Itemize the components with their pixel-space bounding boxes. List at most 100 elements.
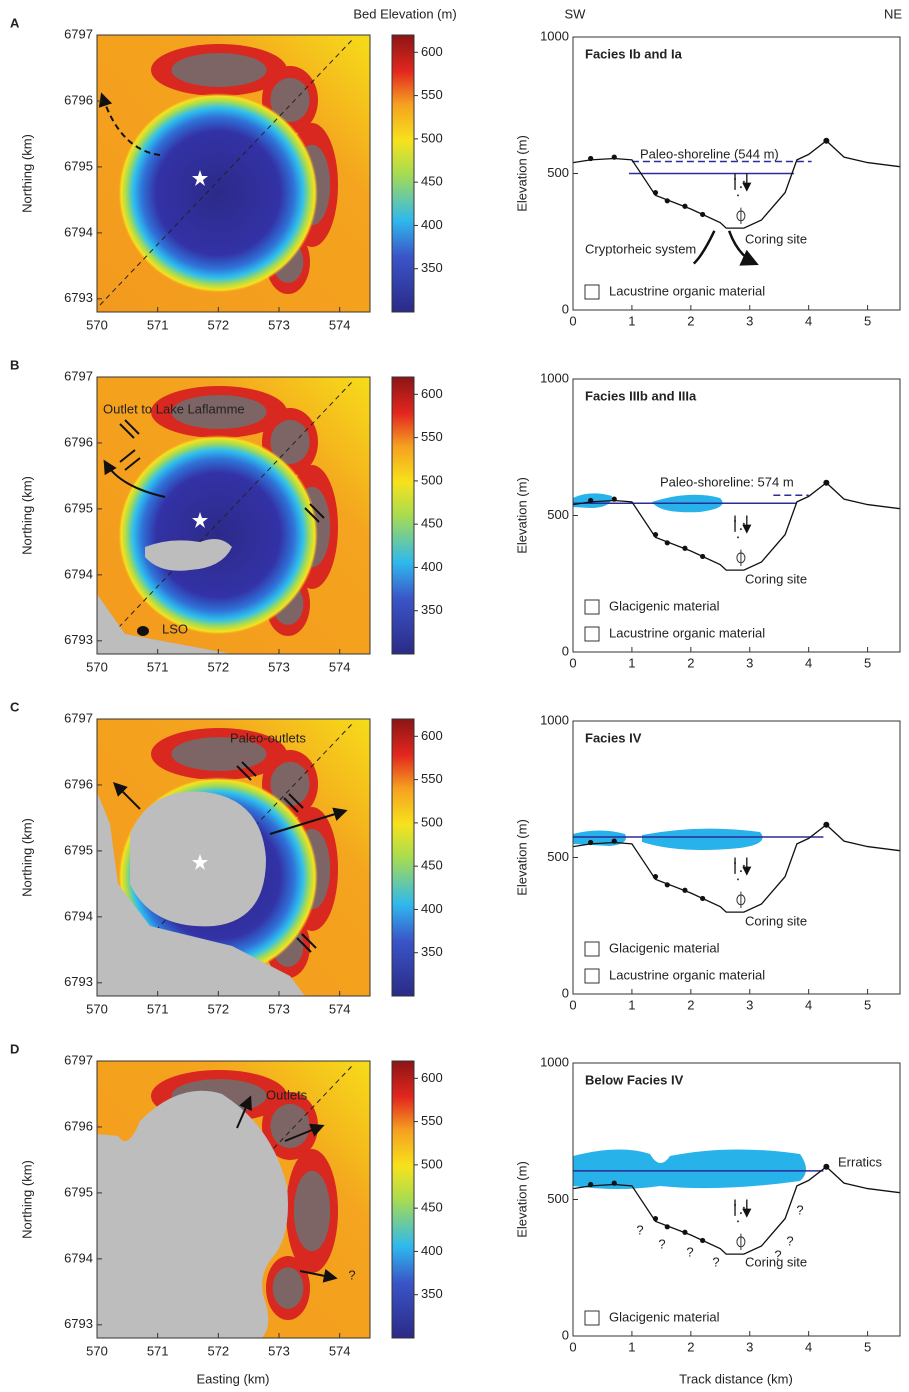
- profile-label: ?: [774, 1247, 781, 1262]
- profile-y-label: Elevation (m): [514, 135, 529, 212]
- y-tick-label: 6797: [64, 1052, 93, 1067]
- colorbar-tick-label: 450: [421, 174, 443, 189]
- x-tick-label: 5: [864, 655, 871, 670]
- x-tick-label: 570: [86, 1001, 108, 1016]
- profile-label: Coring site: [745, 1254, 807, 1269]
- colorbar-tick-label: 600: [421, 1070, 443, 1085]
- y-tick-label: 6796: [64, 776, 93, 791]
- lake-basin: [118, 93, 318, 293]
- colorbar: [391, 34, 415, 313]
- x-tick-label: 3: [746, 655, 753, 670]
- y-tick-label: 1000: [540, 1054, 569, 1069]
- y-tick-label: 500: [547, 165, 569, 180]
- y-tick-label: 0: [562, 301, 569, 316]
- x-tick-label: 3: [746, 313, 753, 328]
- y-tick-label: 6793: [64, 974, 93, 989]
- x-tick-label: 573: [268, 317, 290, 332]
- profile-label: ?: [712, 1254, 719, 1269]
- erratic: [823, 821, 830, 828]
- legend-swatch: [584, 968, 600, 984]
- ridge-top: [270, 761, 310, 807]
- outlet-bar: [304, 503, 325, 523]
- x-tick-label: 573: [268, 1001, 290, 1016]
- x-tick-label: 2: [687, 997, 694, 1012]
- x-tick-label: 5: [864, 997, 871, 1012]
- legend-label: Glacigenic material: [609, 940, 720, 955]
- x-tick-label: 2: [687, 313, 694, 328]
- x-tick-label: 2: [687, 1339, 694, 1354]
- glacigenic-clast: [652, 190, 659, 196]
- legend-swatch: [584, 626, 600, 642]
- ice: [97, 792, 305, 996]
- panel-letter: B: [10, 357, 19, 372]
- legend-label: Lacustrine organic material: [609, 625, 765, 640]
- ice: [145, 538, 232, 571]
- colorbar-tick-label: 400: [421, 901, 443, 916]
- glacigenic-clast: [611, 838, 617, 844]
- colorbar-tick-label: 600: [421, 386, 443, 401]
- core-symbol: [736, 207, 746, 225]
- map-label: Outlets: [266, 1087, 308, 1102]
- ne-label: NE: [884, 6, 902, 21]
- map-frame: [96, 1060, 371, 1339]
- glacigenic-clast: [664, 1224, 670, 1230]
- settling-arrows: [734, 515, 747, 532]
- flow-arrow: [284, 1123, 325, 1142]
- flow-arrow: [113, 782, 141, 810]
- erratic: [823, 137, 830, 144]
- outlet-bar: [283, 793, 304, 813]
- x-tick-label: 4: [805, 997, 812, 1012]
- water-body: [642, 828, 763, 850]
- settling-arrows: [734, 173, 747, 190]
- transect: [99, 39, 353, 306]
- colorbar-tick-label: 550: [421, 87, 443, 102]
- x-tick-label: 0: [569, 655, 576, 670]
- organic-particle: [736, 536, 739, 539]
- colorbar-tick-label: 400: [421, 217, 443, 232]
- core-symbol: [736, 891, 746, 909]
- y-tick-label: 1000: [540, 370, 569, 385]
- map: Outlet to Lake Laflamme LSO: [97, 377, 370, 654]
- x-tick-label: 1: [628, 313, 635, 328]
- y-tick-label: 0: [562, 643, 569, 658]
- y-tick-label: 1000: [540, 28, 569, 43]
- outlet-bar: [296, 933, 317, 953]
- profile-title: Facies IV: [585, 730, 642, 745]
- map-y-label: Northing (km): [19, 818, 34, 897]
- organic-particle: [736, 1220, 739, 1223]
- x-tick-label: 5: [864, 313, 871, 328]
- ridge-top: [272, 1267, 304, 1309]
- water-body: [573, 1149, 806, 1189]
- y-tick-label: 500: [547, 849, 569, 864]
- x-tick-label: 570: [86, 659, 108, 674]
- profile-y-label: Elevation (m): [514, 819, 529, 896]
- organic-particle: [742, 1206, 745, 1209]
- x-tick-label: 574: [329, 1343, 351, 1358]
- profile-label: ?: [686, 1244, 693, 1259]
- profile-x-label: Track distance (km): [679, 1371, 793, 1386]
- terrain-profile: [572, 823, 901, 913]
- glacigenic-clast: [611, 1180, 617, 1186]
- glacigenic-clast: [588, 155, 594, 162]
- y-tick-label: 6793: [64, 290, 93, 305]
- profile-label: ?: [658, 1236, 665, 1251]
- map-label: LSO: [162, 621, 188, 636]
- legend-swatch: [584, 1310, 600, 1326]
- x-tick-label: 0: [569, 997, 576, 1012]
- y-tick-label: 0: [562, 1327, 569, 1342]
- x-tick-label: 570: [86, 1343, 108, 1358]
- x-tick-label: 5: [864, 1339, 871, 1354]
- x-tick-label: 2: [687, 655, 694, 670]
- outlet-bar: [119, 419, 140, 439]
- ridge-top: [270, 1103, 310, 1149]
- lake-basin: [118, 435, 318, 635]
- panel-letter: C: [10, 699, 20, 714]
- settling-arrows: [734, 857, 747, 874]
- glacigenic-clast: [611, 154, 617, 160]
- x-tick-label: 0: [569, 1339, 576, 1354]
- y-tick-label: 6796: [64, 1118, 93, 1133]
- glacigenic-clast: [652, 874, 659, 880]
- erratic: [823, 479, 830, 486]
- x-tick-label: 4: [805, 655, 812, 670]
